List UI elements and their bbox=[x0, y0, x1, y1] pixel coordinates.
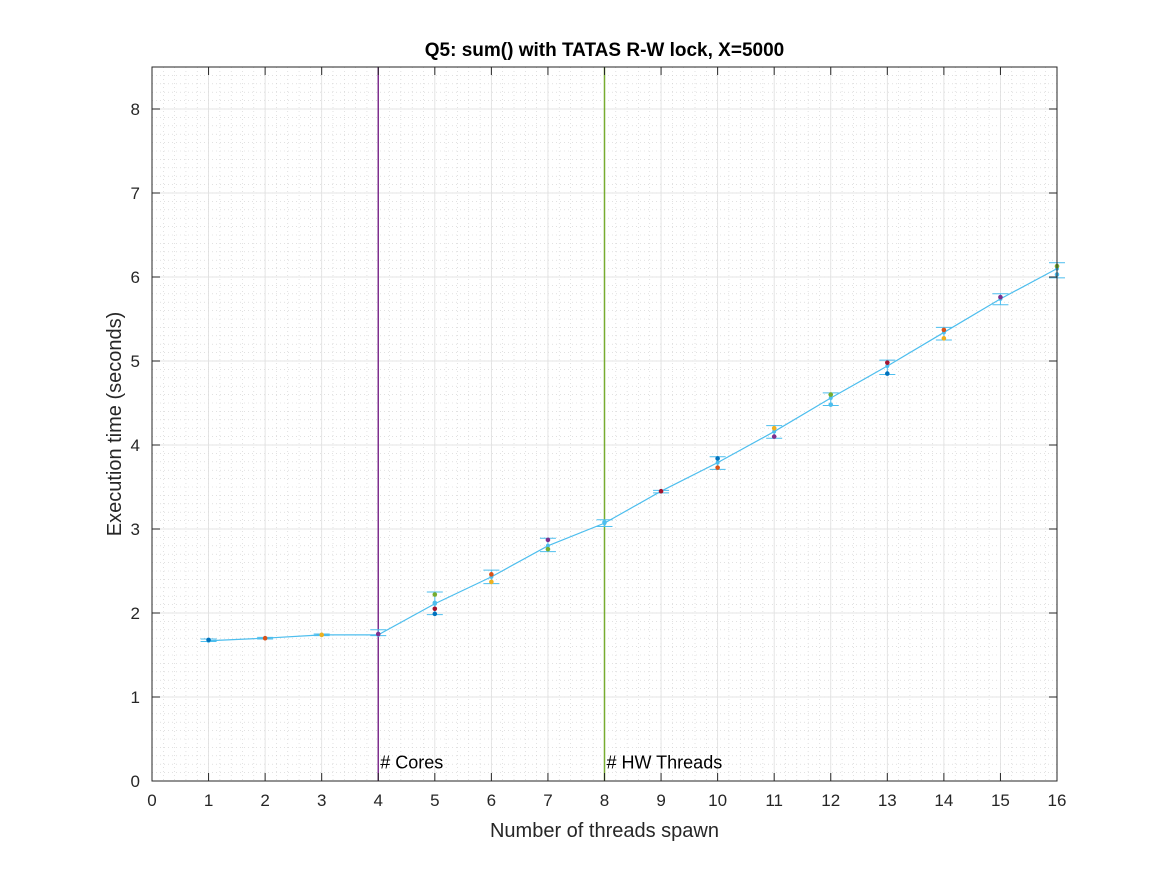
trial-marker bbox=[432, 611, 438, 617]
x-tick-label: 15 bbox=[991, 791, 1010, 810]
trial-marker bbox=[319, 632, 324, 638]
trial-marker bbox=[941, 336, 947, 341]
trial-marker bbox=[771, 425, 777, 431]
x-tick-label: 2 bbox=[260, 791, 269, 810]
trial-marker bbox=[375, 631, 381, 637]
hw-threads-label: # HW Threads bbox=[607, 752, 723, 772]
trial-marker bbox=[715, 465, 720, 470]
trial-marker bbox=[432, 592, 438, 597]
trial-marker bbox=[206, 637, 211, 643]
trial-marker bbox=[489, 572, 494, 577]
series-point bbox=[715, 460, 720, 465]
trial-marker bbox=[545, 537, 551, 543]
x-tick-label: 13 bbox=[878, 791, 897, 810]
x-tick-label: 8 bbox=[600, 791, 609, 810]
y-tick-label: 8 bbox=[131, 100, 140, 119]
y-tick-label: 2 bbox=[131, 604, 140, 623]
trial-marker bbox=[941, 327, 947, 333]
series-point bbox=[828, 395, 833, 400]
y-axis-label: Execution time (seconds) bbox=[104, 312, 126, 537]
series-point bbox=[885, 364, 890, 369]
trial-marker bbox=[885, 360, 890, 365]
x-tick-label: 9 bbox=[656, 791, 665, 810]
y-tick-label: 7 bbox=[131, 184, 140, 203]
trial-marker bbox=[432, 600, 438, 606]
y-tick-label: 6 bbox=[131, 268, 140, 287]
reference-lines: # Cores # HW Threads bbox=[377, 67, 723, 781]
x-tick-label: 16 bbox=[1048, 791, 1067, 810]
series-point bbox=[545, 543, 550, 548]
x-tick-label: 11 bbox=[765, 791, 783, 810]
x-tick-label: 5 bbox=[430, 791, 439, 810]
trial-marker bbox=[658, 488, 664, 494]
x-tick-label: 0 bbox=[147, 791, 156, 810]
y-tick-label: 5 bbox=[131, 352, 140, 371]
y-tick-label: 4 bbox=[131, 436, 140, 455]
trial-marker bbox=[828, 402, 834, 407]
trial-marker bbox=[771, 434, 777, 439]
y-tick-label: 3 bbox=[131, 520, 140, 539]
trial-marker bbox=[828, 392, 834, 397]
x-tick-label: 1 bbox=[204, 791, 213, 810]
x-tick-label: 4 bbox=[374, 791, 383, 810]
series-point bbox=[772, 429, 777, 434]
x-tick-label: 12 bbox=[821, 791, 840, 810]
trial-marker bbox=[545, 546, 551, 552]
trial-marker bbox=[262, 635, 268, 641]
trial-marker bbox=[432, 606, 438, 612]
x-tick-label: 3 bbox=[317, 791, 326, 810]
chart-title: Q5: sum() with TATAS R-W lock, X=5000 bbox=[425, 40, 784, 61]
trial-marker bbox=[489, 579, 494, 585]
x-tick-label: 7 bbox=[543, 791, 552, 810]
x-tick-label: 14 bbox=[934, 791, 953, 810]
trial-marker bbox=[602, 519, 607, 525]
trial-markers bbox=[206, 263, 1060, 643]
series-line bbox=[208, 268, 1058, 642]
trial-marker bbox=[715, 456, 720, 461]
trial-marker bbox=[885, 371, 890, 376]
trial-marker bbox=[998, 294, 1003, 300]
x-tick-label: 10 bbox=[708, 791, 727, 810]
y-tick-label: 0 bbox=[131, 772, 140, 791]
x-tick-label: 6 bbox=[487, 791, 496, 810]
x-axis-label: Number of threads spawn bbox=[490, 820, 719, 842]
y-tick-label: 1 bbox=[131, 688, 140, 707]
cores-label: # Cores bbox=[380, 752, 443, 772]
